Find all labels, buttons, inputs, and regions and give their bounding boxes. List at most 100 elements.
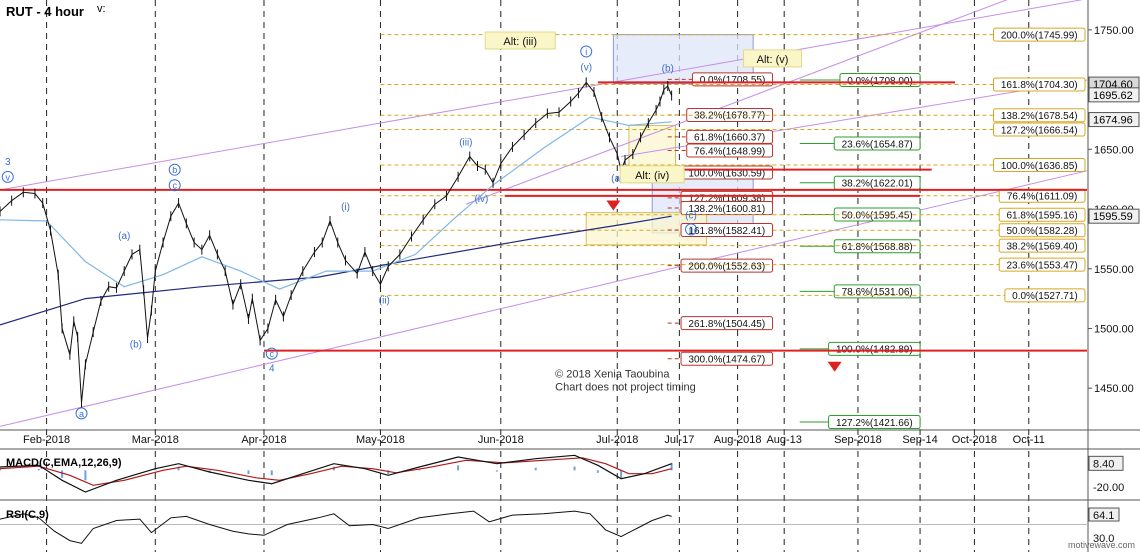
price-badge-box-1: [1088, 87, 1140, 103]
fib-label-5: 138.2%(1678.54): [1001, 111, 1078, 122]
trend-line-0: [0, 0, 1084, 191]
callout-1: Alt: (v): [757, 54, 789, 66]
wave-label-8: 4: [269, 363, 275, 374]
moving-averages: [0, 116, 672, 326]
fib-label-16: 50.0%(1595.45): [842, 210, 913, 221]
fib-label-box-20: [833, 239, 921, 254]
wave-circle-1: [1, 170, 14, 183]
rsi-panel: 64.1 30.0: [0, 507, 1120, 545]
wave-label-13: i: [585, 47, 587, 57]
time-label-11: Oct-2018: [952, 434, 997, 446]
wave-label-0: 3: [5, 157, 11, 168]
time-label-6: Jul-17: [664, 434, 694, 446]
fib-label-24: 78.6%(1531.06): [842, 287, 913, 298]
price-tick-label-6: 1450.00: [1094, 383, 1134, 395]
fib-label-box-7: [686, 129, 774, 144]
time-label-12: Oct-11: [1013, 434, 1045, 446]
wave-circle-6: [75, 407, 88, 420]
time-label-5: Jul-2018: [596, 434, 638, 446]
rsi-line: [0, 510, 672, 544]
macd-tick-0: 8.40: [1093, 458, 1114, 470]
callout-0: Alt: (iii): [503, 36, 537, 48]
fib-label-26: 261.8%(1504.45): [688, 319, 765, 330]
fib-label-12: 38.2%(1622.01): [842, 179, 913, 190]
fib-label-box-19: [680, 223, 774, 238]
time-label-3: May-2018: [356, 434, 405, 446]
trend-line-2: [465, 0, 1008, 205]
fib-label-21: 38.2%(1569.40): [1007, 241, 1078, 252]
macd-line: [0, 454, 672, 493]
horizontal-levels: [0, 81, 1087, 352]
fib-label-box-24: [833, 284, 921, 299]
fib-label-box-28: [680, 351, 774, 366]
time-label-10: Sep-14: [902, 434, 937, 446]
fib-label-box-5: [993, 108, 1086, 123]
fib-label-9: 76.4%(1648.99): [694, 146, 765, 157]
fib-label-28: 300.0%(1474.67): [688, 355, 765, 366]
fib-label-box-17: [998, 207, 1086, 222]
fib-label-6: 127.2%(1666.54): [1001, 125, 1078, 136]
wave-label-6: a: [79, 409, 84, 419]
fib-label-box-6: [993, 122, 1086, 137]
macd-tick-1: -20.00: [1093, 482, 1124, 494]
fibonacci-levels: 200.0%(1745.99) 0.0%(1708.55) 0.0%(1708.00…: [380, 27, 1087, 430]
fib-label-box-27: [828, 341, 921, 356]
moving-average-0: [0, 215, 672, 326]
time-label-7: Aug-2018: [714, 434, 762, 446]
wave-label-15: (b): [662, 64, 674, 75]
fib-label-3: 161.8%(1704.30): [1001, 80, 1078, 91]
fib-label-10: 100.0%(1636.85): [1001, 161, 1078, 172]
fib-label-box-29: [828, 415, 921, 430]
fib-label-20: 61.8%(1568.88): [842, 242, 913, 253]
fib-label-29: 127.2%(1421.66): [836, 418, 913, 429]
callout-box-1: [743, 49, 803, 68]
wave-label-3: c: [172, 181, 177, 191]
fib-label-11: 100.0%(1630.59): [688, 168, 765, 179]
fib-label-23: 23.6%(1553.47): [1007, 260, 1078, 271]
wave-label-14: (v): [580, 62, 592, 73]
wave-label-17: (c): [685, 211, 697, 222]
fib-label-box-0: [993, 27, 1086, 42]
wave-label-7: c: [270, 349, 275, 359]
rsi-tick-0: 64.1: [1093, 510, 1114, 522]
fib-label-box-26: [680, 316, 774, 331]
macd-tick-box-1: [1089, 480, 1123, 494]
callout-2: Alt: (iv): [635, 170, 669, 182]
price-tick-label-5: 1500.00: [1094, 323, 1134, 335]
price-badge-1: 1695.62: [1093, 90, 1133, 102]
price-tick-label-0: 1750.00: [1094, 25, 1134, 37]
time-label-9: Sep-2018: [834, 434, 882, 446]
rsi-tick-box-1: [1089, 530, 1119, 544]
fib-label-19: 161.8%(1582.41): [688, 226, 765, 237]
chart-title-suffix: v:: [97, 3, 106, 15]
fib-label-4: 38.2%(1678.77): [694, 111, 765, 122]
macd-panel: 8.40 -20.00: [0, 454, 1124, 494]
rsi-tick-box-0: [1088, 507, 1120, 522]
wave-circle-7: [265, 347, 278, 360]
macd-tick-box-0: [1088, 455, 1124, 471]
fib-label-25: 0.0%(1527.71): [1012, 291, 1078, 302]
wave-label-1: v: [6, 172, 11, 182]
fib-label-box-10: [993, 158, 1086, 173]
price-badge-box-2: [1088, 112, 1140, 128]
wave-label-11: (iii): [459, 138, 472, 149]
fib-label-box-23: [998, 257, 1086, 272]
wave-label-5: (b): [130, 340, 142, 351]
wave-label-2: b: [172, 165, 177, 175]
copyright-line-1: © 2018 Xenia Taoubina: [555, 368, 670, 380]
rsi-label: RSI(C,9): [6, 509, 49, 521]
copyright-line-2: Chart does not project timing: [555, 381, 696, 393]
rsi-tick-1: 30.0: [1093, 533, 1114, 545]
wave-label-16: (a): [611, 174, 623, 185]
fib-label-2: 0.0%(1708.00): [847, 76, 913, 87]
price-series: [0, 77, 673, 408]
fib-label-22: 200.0%(1552.63): [688, 261, 765, 272]
price-line: [0, 81, 673, 403]
wave-circle-3: [168, 179, 181, 192]
markers: [606, 200, 842, 372]
watermark: motivewave.com: [1068, 540, 1135, 550]
time-label-2: Apr-2018: [241, 434, 286, 446]
fib-label-box-9: [686, 143, 774, 158]
